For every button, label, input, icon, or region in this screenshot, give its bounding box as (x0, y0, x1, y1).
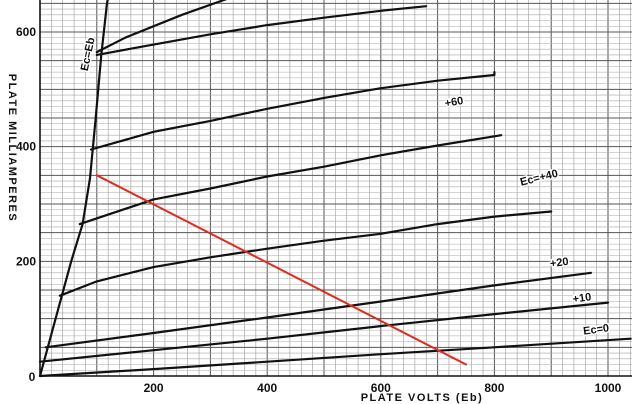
tick-labels: 200 400 600 800 1000 200 400 600 0 (16, 25, 622, 395)
x-tick-label: 1000 (595, 381, 622, 395)
series-line-2 (95, 5, 428, 56)
y-tick-label: 200 (16, 254, 36, 268)
series-line-3 (90, 71, 496, 151)
x-tick-label: 800 (484, 381, 504, 395)
curve-label: +10 (572, 291, 592, 305)
y-tick-label: 400 (16, 140, 36, 154)
curve-label: +60 (444, 95, 464, 110)
series-line-8 (38, 337, 632, 378)
series-line-4 (78, 134, 503, 226)
curve-label: Ec=0 (583, 322, 610, 338)
origin-tick-label: 0 (29, 370, 36, 384)
data-series (38, 0, 632, 378)
x-tick-label: 200 (144, 381, 164, 395)
series-line-1 (95, 0, 228, 54)
x-tick-label: 600 (371, 381, 391, 395)
series-line-5 (58, 210, 553, 297)
axis-labels: PLATE VOLTS (Eb) PLATE MILLIAMPERES (6, 74, 484, 404)
grid-lines (39, 0, 632, 377)
load-line (95, 174, 467, 366)
x-tick-label: 400 (257, 381, 277, 395)
series-line-6 (44, 271, 593, 349)
x-axis-label: PLATE VOLTS (Eb) (361, 392, 484, 404)
axes (39, 0, 632, 377)
y-axis-label: PLATE MILLIAMPERES (6, 74, 18, 222)
curve-label: +20 (549, 256, 569, 270)
series-line-7 (38, 301, 610, 363)
y-tick-label: 600 (16, 25, 36, 39)
